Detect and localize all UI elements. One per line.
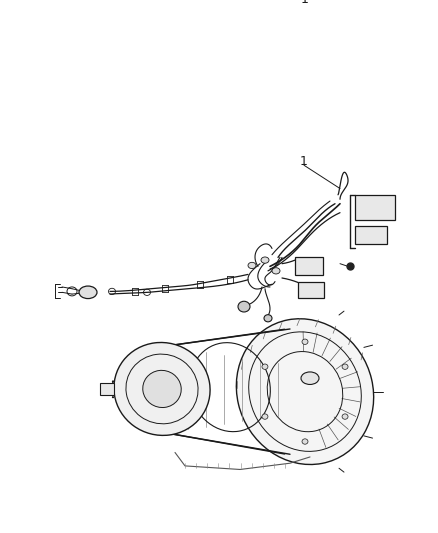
Ellipse shape: [237, 319, 374, 464]
Ellipse shape: [248, 262, 256, 269]
Ellipse shape: [262, 364, 268, 369]
Ellipse shape: [114, 343, 210, 435]
Ellipse shape: [342, 364, 348, 369]
Ellipse shape: [302, 439, 308, 444]
Ellipse shape: [342, 414, 348, 419]
FancyBboxPatch shape: [100, 383, 114, 395]
Ellipse shape: [272, 268, 280, 274]
Text: 1: 1: [300, 155, 308, 168]
FancyBboxPatch shape: [298, 281, 324, 297]
FancyBboxPatch shape: [295, 257, 323, 276]
Ellipse shape: [264, 314, 272, 322]
Ellipse shape: [238, 301, 250, 312]
FancyBboxPatch shape: [355, 226, 387, 244]
Ellipse shape: [79, 286, 97, 298]
Ellipse shape: [301, 372, 319, 384]
FancyBboxPatch shape: [355, 195, 395, 220]
Ellipse shape: [302, 339, 308, 344]
Ellipse shape: [262, 414, 268, 419]
Ellipse shape: [143, 370, 181, 408]
Text: 1: 1: [300, 0, 308, 6]
Ellipse shape: [261, 257, 269, 263]
